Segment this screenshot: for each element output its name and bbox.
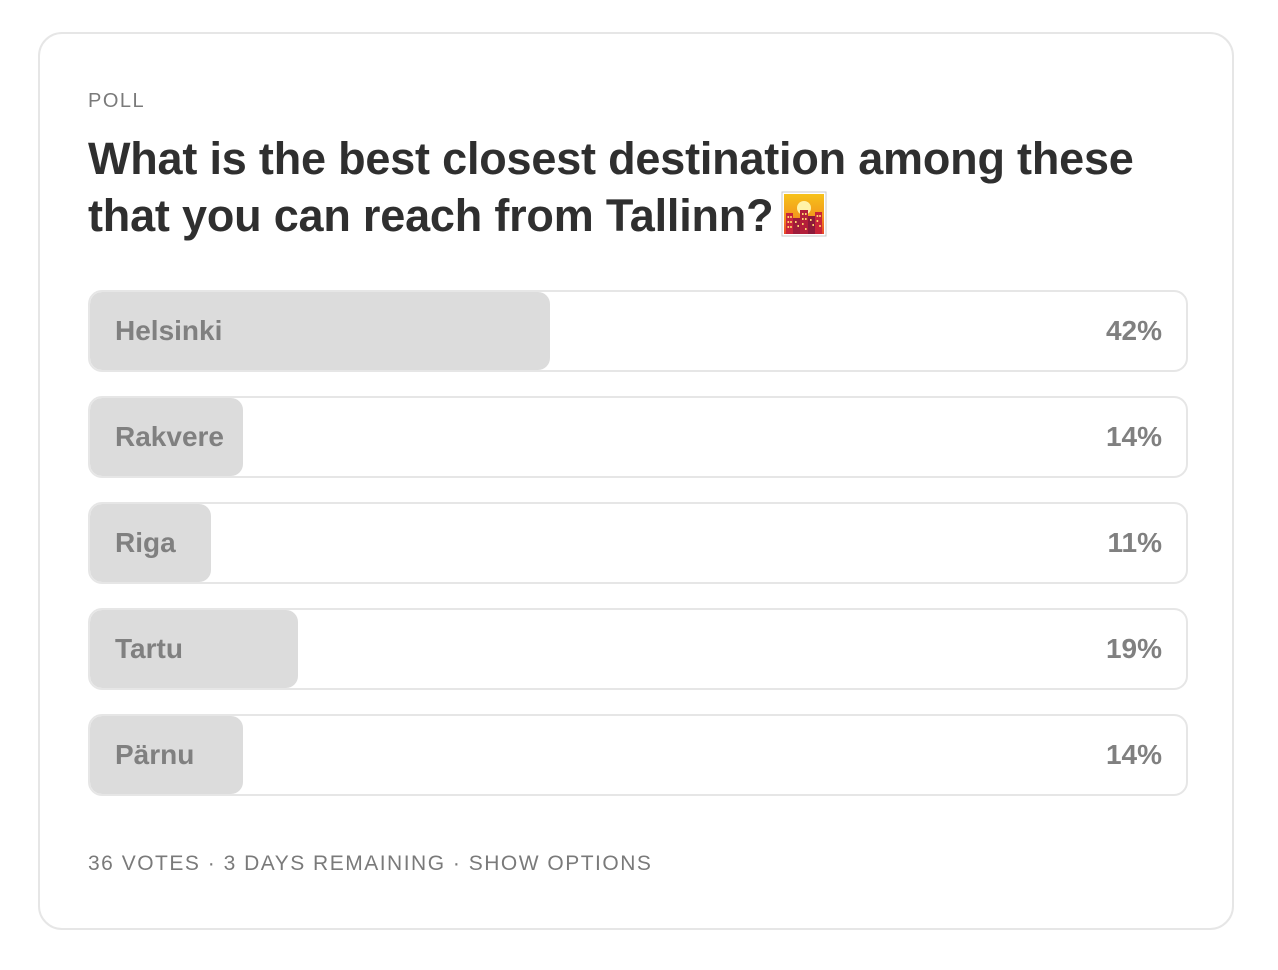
poll-question: What is the best closest destination amo… [88,130,1198,244]
poll-option-riga[interactable]: Riga 11% [88,502,1188,584]
poll-option-helsinki[interactable]: Helsinki 42% [88,290,1188,372]
poll-option-percent: 14% [1105,421,1162,452]
cityscape-at-dusk-icon [781,191,827,237]
poll-option-bar [90,398,244,476]
footer-separator: · [445,852,469,875]
footer-separator: · [200,852,224,875]
poll-option-percent: 42% [1105,315,1162,346]
poll-option-bar [90,504,211,582]
poll-option-rakvere[interactable]: Rakvere 14% [88,396,1188,478]
poll-option-bar [90,610,299,688]
poll-option-percent: 14% [1105,739,1162,770]
poll-kicker: POLL [88,90,146,112]
time-remaining: 3 DAYS REMAINING [223,852,446,875]
show-options-link[interactable]: SHOW OPTIONS [468,852,653,875]
poll-question-text: What is the best closest destination amo… [88,133,1134,241]
poll-option-label: Pärnu [115,739,195,770]
poll-options: Helsinki 42% Rakvere 14% Riga 11% Tartu … [88,290,1188,820]
poll-option-percent: 11% [1107,527,1163,558]
poll-option-bar [90,292,551,370]
poll-card: POLL What is the best closest destinatio… [38,32,1234,930]
poll-option-bar [90,716,244,794]
poll-option-label: Helsinki [115,315,223,346]
vote-count: 36 VOTES [88,852,201,875]
poll-option-label: Rakvere [115,421,224,452]
poll-footer: 36 VOTES · 3 DAYS REMAINING · SHOW OPTIO… [88,852,652,876]
poll-option-label: Tartu [115,633,183,664]
poll-option-label: Riga [115,527,176,558]
poll-option-percent: 19% [1105,633,1162,664]
poll-option-parnu[interactable]: Pärnu 14% [88,714,1188,796]
poll-option-tartu[interactable]: Tartu 19% [88,608,1188,690]
